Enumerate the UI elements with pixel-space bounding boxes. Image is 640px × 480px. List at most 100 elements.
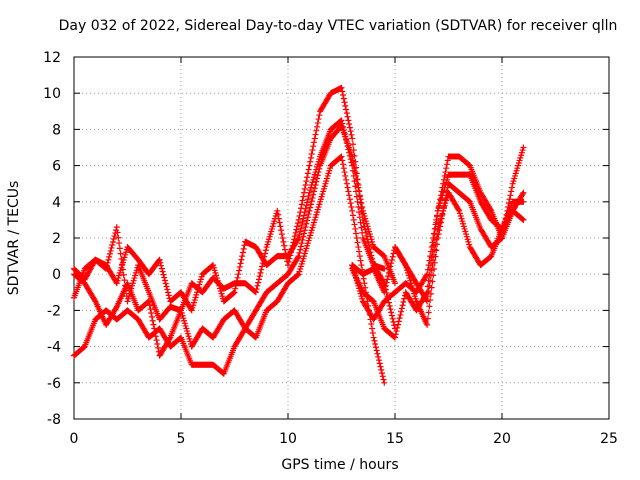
data-point [343,110,350,117]
data-point [306,162,313,169]
data-point [370,334,377,341]
data-point [110,236,117,243]
data-point [239,249,246,256]
data-point [145,298,152,305]
data-point [294,223,301,230]
data-point [355,184,362,191]
data-point [443,165,450,172]
data-point [165,289,172,296]
data-point [393,328,400,335]
y-tick-label: 10 [43,86,61,102]
x-tick-label: 0 [70,431,79,447]
data-point [148,313,155,320]
data-point [307,204,314,211]
data-point [343,180,350,187]
data-point [372,341,379,348]
data-point [383,279,390,286]
data-point [361,280,368,287]
data-point [359,229,366,236]
data-point [294,236,301,243]
data-point [385,299,392,306]
data-point [519,191,526,198]
data-point [428,267,435,274]
data-point [395,318,402,325]
data-point [305,166,312,173]
data-point [121,277,128,284]
data-point [349,212,356,219]
data-point [377,363,384,370]
data-point [239,253,246,260]
data-point [365,239,372,246]
data-point [275,211,282,218]
data-point [298,201,305,208]
y-tick-label: 4 [52,195,61,211]
data-point [392,331,399,338]
data-point [153,337,160,344]
data-point [164,286,171,293]
data-point [347,200,354,207]
data-point [255,276,262,283]
data-point [508,184,515,191]
data-point [285,262,291,269]
data-point [115,234,122,241]
data-point [163,283,170,290]
data-point [234,274,241,281]
data-point [386,266,393,273]
data-point [296,231,303,238]
data-point [312,181,319,188]
data-point [275,215,282,222]
data-point [394,324,401,331]
data-point [237,260,244,267]
data-point [310,191,317,198]
data-point [427,272,434,279]
data-point [390,250,397,257]
data-point [352,225,359,232]
data-point [262,247,269,254]
data-point [338,84,345,91]
data-point [316,165,323,172]
data-point [359,203,366,210]
data-point [106,253,113,260]
data-point [305,211,312,218]
data-point [349,153,356,160]
x-tick-label: 10 [279,431,297,447]
data-point [302,205,309,212]
data-point [340,95,347,102]
data-point [258,266,265,273]
data-point [374,350,381,357]
data-point [308,150,315,157]
data-point [443,161,450,168]
data-point [353,176,360,183]
data-point [298,240,305,247]
data-point [161,277,168,284]
data-point [349,135,356,142]
data-point [107,247,114,254]
data-point [389,253,396,260]
data-point [372,344,379,351]
data-point [298,222,305,229]
data-point [108,244,115,251]
data-point [340,165,347,172]
data-point [441,172,448,179]
data-point [300,193,307,200]
data-point [387,306,394,313]
data-point [357,196,364,203]
data-point [433,236,440,243]
data-point [397,311,404,318]
data-point [304,199,311,206]
data-point [314,123,321,130]
data-point [281,246,288,253]
data-point [424,321,431,328]
data-point [312,131,319,138]
data-point [345,188,352,195]
data-point [295,216,302,223]
data-point [520,198,527,205]
data-point [424,293,431,300]
data-point [156,256,163,263]
data-point [351,221,358,228]
data-point [230,289,237,296]
data-point [252,289,259,296]
data-point [371,337,378,344]
data-point [305,192,312,199]
data-point [386,302,393,309]
